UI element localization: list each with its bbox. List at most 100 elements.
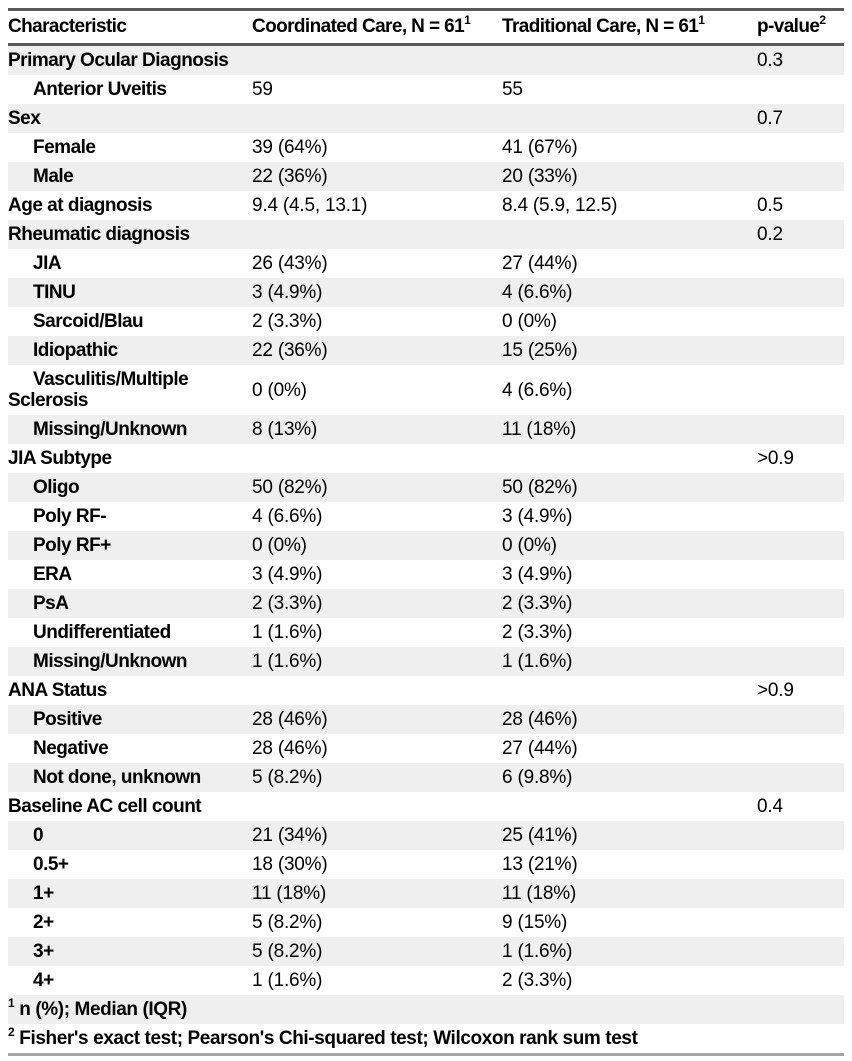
- column-header-p-value: p-value2: [757, 9, 844, 46]
- traditional-care-cell: 2 (3.3%): [502, 593, 573, 614]
- characteristic-cell: Undifferentiated: [33, 622, 171, 643]
- p-value-cell: [757, 763, 844, 792]
- characteristic-cell: Positive: [33, 709, 102, 730]
- footnote-marker: 1: [8, 995, 15, 1010]
- p-value-cell: [757, 560, 844, 589]
- coordinated-care-cell: 5 (8.2%): [252, 912, 323, 933]
- p-value-cell: [757, 336, 844, 365]
- p-value-cell: [757, 937, 844, 966]
- table-row: ERA 3 (4.9%) 3 (4.9%): [8, 560, 844, 589]
- table-row: Idiopathic 22 (36%) 15 (25%): [8, 336, 844, 365]
- traditional-care-cell: 55: [502, 79, 523, 100]
- characteristic-cell: Poly RF+: [33, 535, 111, 556]
- coordinated-care-cell: 1 (1.6%): [252, 651, 323, 672]
- table-row: Rheumatic diagnosis 0.2: [8, 220, 844, 249]
- traditional-care-cell: 3 (4.9%): [502, 506, 573, 527]
- p-value-cell: [757, 415, 844, 444]
- characteristic-cell: PsA: [33, 593, 69, 614]
- p-value-cell: [757, 365, 844, 415]
- traditional-care-cell: 50 (82%): [502, 477, 578, 498]
- column-header-traditional-care: Traditional Care, N = 611: [502, 9, 757, 46]
- coordinated-care-cell: 39 (64%): [252, 137, 328, 158]
- table-row: Missing/Unknown 1 (1.6%) 1 (1.6%): [8, 647, 844, 676]
- table-row: ANA Status >0.9: [8, 676, 844, 705]
- characteristic-cell: Rheumatic diagnosis: [8, 224, 190, 245]
- table-row: JIA 26 (43%) 27 (44%): [8, 249, 844, 278]
- coordinated-care-cell: 1 (1.6%): [252, 622, 323, 643]
- coordinated-care-cell: 9.4 (4.5, 13.1): [252, 195, 368, 216]
- traditional-care-cell: 9 (15%): [502, 912, 568, 933]
- traditional-care-cell: 28 (46%): [502, 709, 578, 730]
- characteristic-cell: 3+: [33, 941, 54, 962]
- traditional-care-cell: [502, 104, 757, 133]
- traditional-care-cell: 20 (33%): [502, 166, 578, 187]
- table-row: Vasculitis/Multiple Sclerosis 0 (0%) 4 (6.…: [8, 365, 844, 415]
- table-footer: 1 n (%); Median (IQR) 2 Fisher's exact tes…: [8, 995, 844, 1055]
- table-row: 3+ 5 (8.2%) 1 (1.6%): [8, 937, 844, 966]
- coordinated-care-cell: [252, 676, 502, 705]
- p-value-cell: [757, 249, 844, 278]
- characteristic-cell: Missing/Unknown: [33, 651, 188, 672]
- coordinated-care-cell: 1 (1.6%): [252, 970, 323, 991]
- footnote-marker: 2: [8, 1024, 15, 1039]
- header-row: Characteristic Coordinated Care, N = 611…: [8, 9, 844, 46]
- characteristic-cell: 0: [33, 825, 44, 846]
- table-header: Characteristic Coordinated Care, N = 611…: [8, 9, 844, 46]
- coordinated-care-cell: 28 (46%): [252, 738, 328, 759]
- coordinated-care-cell: 11 (18%): [252, 883, 327, 904]
- coordinated-care-cell: 50 (82%): [252, 477, 328, 498]
- traditional-care-cell: 15 (25%): [502, 340, 578, 361]
- coordinated-care-cell: 22 (36%): [252, 340, 328, 361]
- traditional-care-cell: 27 (44%): [502, 738, 578, 759]
- p-value-cell: >0.9: [757, 448, 794, 469]
- coordinated-care-cell: 3 (4.9%): [252, 564, 323, 585]
- characteristic-cell: Negative: [33, 738, 109, 759]
- footnote-text: Fisher's exact test; Pearson's Chi-squar…: [19, 1028, 638, 1049]
- table-row: Sex 0.7: [8, 104, 844, 133]
- traditional-care-cell: 11 (18%): [502, 883, 577, 904]
- traditional-care-cell: 3 (4.9%): [502, 564, 573, 585]
- characteristic-cell: Poly RF-: [33, 506, 107, 527]
- coordinated-care-cell: [252, 444, 502, 473]
- characteristics-table: Characteristic Coordinated Care, N = 611…: [8, 8, 844, 1056]
- coordinated-care-cell: [252, 45, 502, 76]
- traditional-care-cell: 1 (1.6%): [502, 941, 573, 962]
- characteristic-cell: Baseline AC cell count: [8, 796, 202, 817]
- characteristic-cell: 4+: [33, 970, 54, 991]
- characteristic-cell: TINU: [33, 282, 76, 303]
- characteristic-cell: Male: [33, 166, 74, 187]
- table-row: Male 22 (36%) 20 (33%): [8, 162, 844, 191]
- p-value-cell: 0.2: [757, 224, 783, 245]
- traditional-care-cell: 25 (41%): [502, 825, 578, 846]
- traditional-care-cell: 27 (44%): [502, 253, 578, 274]
- traditional-care-cell: [502, 676, 757, 705]
- characteristic-cell: Anterior Uveitis: [33, 79, 167, 100]
- coordinated-care-cell: 28 (46%): [252, 709, 328, 730]
- table-row: Oligo 50 (82%) 50 (82%): [8, 473, 844, 502]
- p-value-cell: [757, 162, 844, 191]
- traditional-care-cell: 2 (3.3%): [502, 622, 573, 643]
- characteristic-cell: Primary Ocular Diagnosis: [8, 50, 229, 71]
- table-row: Negative 28 (46%) 27 (44%): [8, 734, 844, 763]
- coordinated-care-cell: 0 (0%): [252, 535, 307, 556]
- traditional-care-cell: [502, 444, 757, 473]
- coordinated-care-cell: 0 (0%): [252, 379, 307, 401]
- coordinated-care-cell: 2 (3.3%): [252, 311, 323, 332]
- characteristic-cell: JIA: [33, 253, 62, 274]
- table-row: Poly RF- 4 (6.6%) 3 (4.9%): [8, 502, 844, 531]
- p-value-cell: [757, 821, 844, 850]
- traditional-care-cell: 6 (9.8%): [502, 767, 573, 788]
- traditional-care-cell: [502, 220, 757, 249]
- table-row: Undifferentiated 1 (1.6%) 2 (3.3%): [8, 618, 844, 647]
- footnote-1: 1 n (%); Median (IQR): [8, 995, 844, 1024]
- characteristic-cell: Not done, unknown: [33, 767, 201, 788]
- traditional-care-cell: [502, 792, 757, 821]
- p-value-cell: [757, 734, 844, 763]
- characteristic-cell: ERA: [33, 564, 72, 585]
- traditional-care-cell: 11 (18%): [502, 419, 577, 440]
- characteristic-cell: 1+: [33, 883, 54, 904]
- p-value-cell: [757, 502, 844, 531]
- p-value-cell: [757, 908, 844, 937]
- table-row: Age at diagnosis 9.4 (4.5, 13.1) 8.4 (5.9,…: [8, 191, 844, 220]
